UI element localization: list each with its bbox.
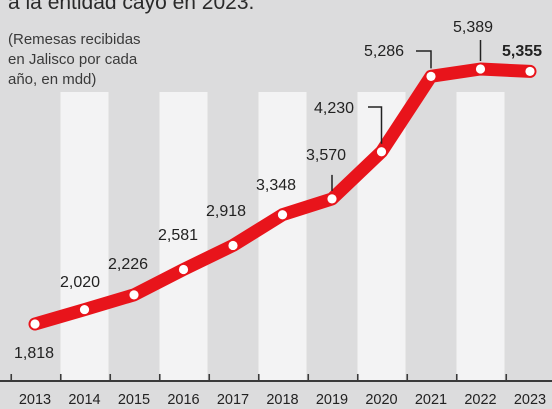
- x-axis: [0, 374, 552, 382]
- data-point-2015: [129, 290, 139, 300]
- x-tick-label-2019: 2019: [316, 392, 348, 408]
- data-point-2017: [228, 240, 238, 251]
- data-point-2013: [30, 319, 40, 329]
- series-line-layer: [28, 62, 537, 331]
- value-label-2016: 2,581: [158, 227, 198, 244]
- subtitle-line-3: año, en mdd): [8, 71, 97, 88]
- value-label-2019: 3,570: [306, 147, 346, 164]
- data-point-2021: [426, 71, 436, 81]
- x-tick-label-2021: 2021: [415, 392, 447, 408]
- data-point-2020: [376, 147, 387, 157]
- year-bands: [60, 92, 505, 381]
- year-band-2016: [159, 92, 208, 381]
- x-tick-label-2017: 2017: [217, 392, 249, 408]
- value-label-2015: 2,226: [108, 256, 148, 273]
- value-label-2018: 3,348: [256, 177, 296, 194]
- x-tick-labels: 2013 2014 2015 2016 2017 2018 2019 2020 2021 2022…: [19, 392, 546, 408]
- data-point-2014: [79, 304, 90, 315]
- x-tick-label-2022: 2022: [464, 392, 496, 408]
- subtitle-line-1: (Remesas recibidas: [8, 31, 141, 48]
- subtitle-line-2: en Jalisco por cada: [8, 51, 138, 68]
- data-point-2016: [178, 264, 189, 275]
- data-point-2019: [327, 194, 337, 204]
- value-label-2021: 5,286: [364, 43, 404, 60]
- data-point-2022: [475, 64, 486, 74]
- value-label-2013: 1,818: [14, 345, 54, 362]
- year-band-2022: [456, 92, 505, 381]
- year-band-2014: [60, 92, 109, 381]
- x-tick-label-2013: 2013: [19, 392, 51, 408]
- data-point-2023: [525, 66, 535, 77]
- x-tick-label-2020: 2020: [365, 392, 397, 408]
- x-tick-label-2018: 2018: [266, 392, 298, 408]
- value-labels: 1,818 2,020 2,226 2,581 2,918 3,348 3,570 4,230…: [14, 19, 542, 362]
- x-tick-label-2016: 2016: [167, 392, 199, 408]
- chart-subtitle: (Remesas recibidas en Jalisco por cada a…: [8, 30, 178, 90]
- label-leader: [416, 50, 432, 69]
- year-band-2018: [258, 92, 307, 381]
- value-label-2014: 2,020: [60, 274, 100, 291]
- value-label-2022: 5,389: [453, 19, 493, 36]
- x-tick-label-2015: 2015: [118, 392, 150, 408]
- data-point-2018: [277, 210, 288, 220]
- value-label-2023: 5,355: [502, 43, 542, 60]
- headline: a la entidad cayó en 2023.: [8, 0, 255, 14]
- value-label-2017: 2,918: [206, 203, 246, 220]
- label-leader: [368, 106, 383, 144]
- x-tick-label-2023: 2023: [514, 392, 546, 408]
- x-tick-label-2014: 2014: [68, 392, 100, 408]
- value-label-2020: 4,230: [314, 100, 354, 117]
